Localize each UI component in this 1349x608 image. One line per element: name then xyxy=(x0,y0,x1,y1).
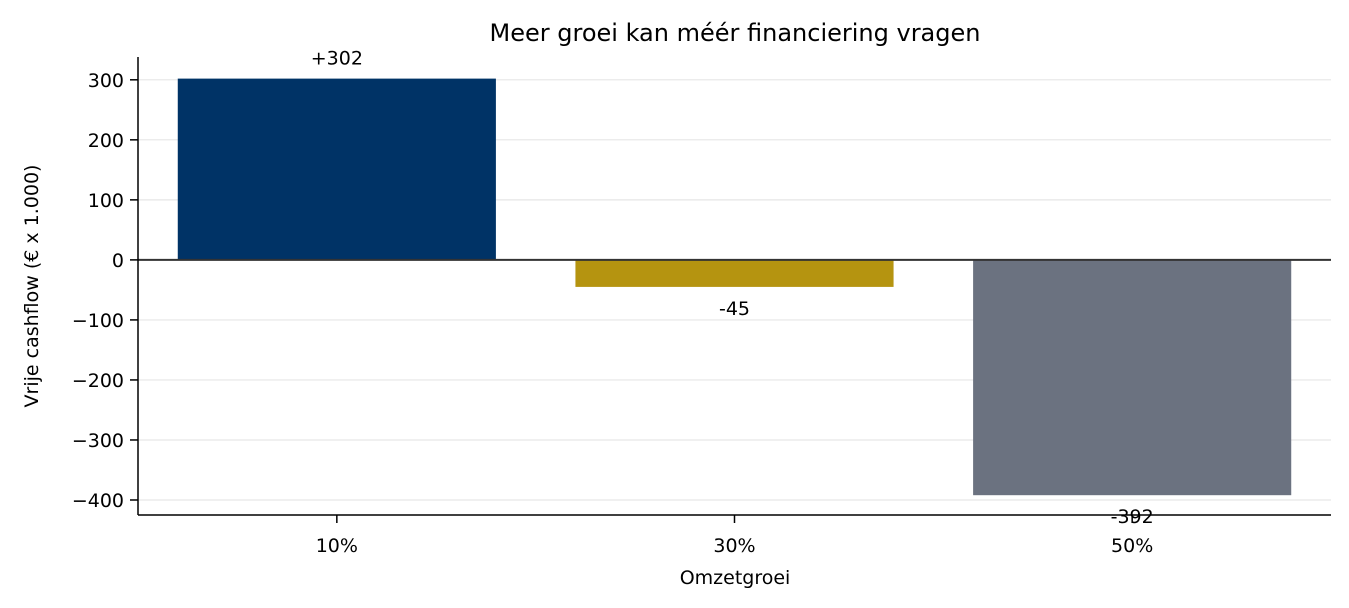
data-label: +302 xyxy=(311,48,363,70)
bars xyxy=(177,78,1292,496)
x-tick-label: 50% xyxy=(1111,535,1153,557)
x-tick-label: 30% xyxy=(713,535,755,557)
y-tick-label: −200 xyxy=(72,370,124,392)
y-tick-label: −100 xyxy=(72,310,124,332)
x-axis-ticks: 10% 30% 50% xyxy=(316,515,1153,557)
bar-50pct xyxy=(973,259,1292,496)
y-tick-label: 100 xyxy=(88,190,124,212)
y-tick-label: −400 xyxy=(72,490,124,512)
data-labels: +302 -45 -392 xyxy=(311,48,1154,529)
y-tick-label: −300 xyxy=(72,430,124,452)
bar-30pct xyxy=(575,259,894,287)
y-axis-ticks: 300 200 100 0 −100 −200 −300 −400 xyxy=(72,70,138,512)
y-tick-label: 200 xyxy=(88,130,124,152)
chart-title: Meer groei kan méér financiering vragen xyxy=(490,19,981,47)
bar-10pct xyxy=(177,78,496,260)
y-tick-label: 300 xyxy=(88,70,124,92)
data-label: -45 xyxy=(719,298,750,320)
x-tick-label: 10% xyxy=(316,535,358,557)
y-tick-label: 0 xyxy=(112,250,124,272)
y-axis-title: Vrije cashflow (€ x 1.000) xyxy=(21,165,43,408)
data-label: -392 xyxy=(1111,506,1154,528)
x-axis-title: Omzetgroei xyxy=(680,567,791,589)
